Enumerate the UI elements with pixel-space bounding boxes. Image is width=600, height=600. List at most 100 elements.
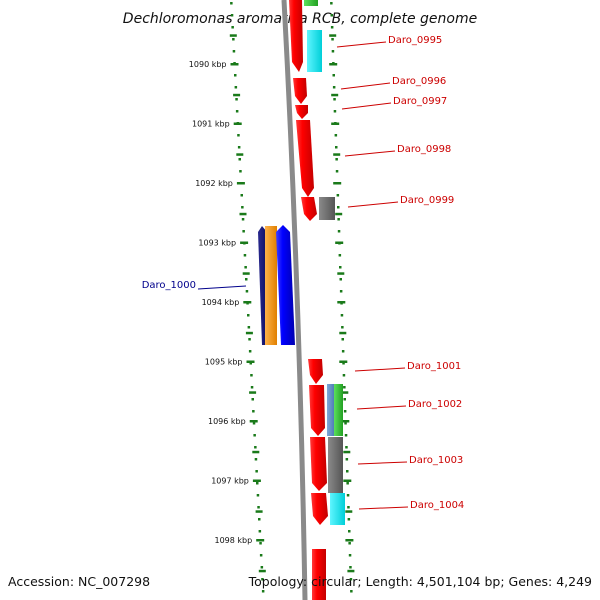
gene-arrow-daro-1002 (309, 385, 325, 436)
mid-tick-dash (236, 153, 244, 156)
gene-leader-line (354, 367, 406, 372)
mid-tick-dash (249, 391, 257, 394)
minor-tick-dot (341, 338, 344, 341)
minor-tick-dot (243, 254, 247, 257)
gene-feature-steel (327, 384, 335, 436)
minor-tick-dot (343, 398, 346, 401)
minor-tick-dot (350, 590, 353, 593)
minor-tick-dot (343, 386, 346, 389)
minor-tick-dot (232, 38, 235, 41)
minor-tick-dot (242, 230, 245, 233)
minor-tick-dot (349, 578, 353, 581)
gene-leader-line (197, 285, 247, 290)
mid-tick-dash (345, 510, 353, 513)
minor-tick-dot (335, 170, 339, 173)
minor-tick-dot (339, 278, 342, 281)
minor-tick-dot (337, 218, 340, 221)
gene-leader-line (340, 82, 391, 90)
genome-backbone (281, 0, 308, 600)
gene-label[interactable]: Daro_0996 (392, 76, 446, 87)
mid-tick-dash (329, 34, 337, 37)
minor-tick-dot (255, 470, 258, 473)
mid-tick-dash (347, 569, 355, 573)
minor-tick-dot (349, 566, 352, 569)
gene-arrow-daro-1000 (276, 225, 295, 345)
minor-tick-dot (345, 458, 349, 461)
gene-feature-orange (265, 226, 277, 345)
minor-tick-dot (261, 578, 264, 581)
minor-tick-dot (256, 482, 259, 485)
major-tick-dash (243, 301, 252, 304)
mid-tick-dash (252, 450, 260, 454)
minor-tick-dot (330, 26, 334, 29)
gene-label[interactable]: Daro_0995 (388, 35, 442, 46)
tick-label: 1093 kbp (198, 239, 236, 248)
major-tick-dash-outer (345, 539, 354, 542)
gene-label[interactable]: Daro_0998 (397, 144, 451, 155)
major-tick-dash (249, 420, 258, 423)
minor-tick-dot (234, 86, 238, 89)
minor-tick-dot (256, 494, 260, 497)
gene-label[interactable]: Daro_1003 (409, 455, 463, 466)
major-tick-dash-outer (337, 301, 346, 304)
mid-tick-dash (337, 272, 345, 275)
minor-tick-dot (240, 194, 243, 197)
tick-ring: 1090 kbp 1091 kbp 1092 kbp 1093 kbp 1094 kbp… (189, 2, 355, 593)
gene-label[interactable]: Daro_1001 (407, 361, 461, 372)
mid-tick-dash (229, 34, 237, 37)
tick-label: 1096 kbp (208, 417, 246, 426)
tick-label: 1095 kbp (205, 358, 243, 367)
gene-label[interactable]: Daro_1000 (142, 280, 196, 291)
minor-tick-dot (332, 86, 336, 89)
gene-leader-line (344, 150, 396, 157)
major-tick-dash-outer (339, 360, 348, 363)
major-tick-dash (252, 479, 261, 482)
gene-feature-green (304, 0, 318, 6)
gene-leader-line (336, 41, 387, 48)
mid-tick-dash (242, 272, 250, 275)
minor-tick-dot (330, 2, 333, 5)
mid-tick-dash (233, 93, 241, 97)
minor-tick-dot (254, 458, 258, 461)
minor-tick-dot (331, 50, 335, 53)
gene-label[interactable]: Daro_1004 (410, 500, 464, 511)
tick-label: 1097 kbp (211, 477, 249, 486)
minor-tick-dot (344, 422, 347, 425)
minor-tick-dot (342, 362, 345, 365)
gene-feature-cyan-2 (330, 493, 345, 525)
gene-label[interactable]: Daro_1002 (408, 399, 462, 410)
gene-feature-green-2 (334, 384, 343, 436)
major-tick-dash-outer (331, 122, 340, 125)
minor-tick-dot (333, 110, 337, 113)
minor-tick-dot (346, 494, 350, 497)
minor-tick-dot (251, 398, 254, 401)
mid-tick-dash (239, 212, 247, 216)
gene-label-layer: Daro_0995 Daro_0996 Daro_0997 Daro_0998 Daro… (142, 35, 465, 511)
gene-label[interactable]: Daro_0997 (393, 96, 447, 107)
minor-tick-dot (333, 98, 336, 101)
mid-tick-dash (255, 510, 263, 513)
major-tick-dash-outer (329, 63, 338, 66)
gene-label[interactable]: Daro_0999 (400, 195, 454, 206)
topology-text: Topology: circular; Length: 4,501,104 bp… (248, 574, 592, 589)
minor-tick-dot (348, 554, 352, 557)
minor-tick-dot (341, 350, 345, 353)
minor-tick-dot (338, 254, 342, 257)
gene-feature-red-bottom (312, 549, 326, 600)
mid-tick-dash (245, 331, 253, 335)
minor-tick-dot (348, 542, 351, 545)
minor-tick-dot (343, 410, 347, 413)
minor-tick-dot (244, 266, 247, 269)
minor-tick-dot (261, 590, 265, 593)
gene-arrow-daro-1003 (310, 437, 327, 491)
gene-feature-gray-2 (328, 437, 343, 493)
tick-label: 1092 kbp (195, 179, 233, 188)
gene-feature-cyan (307, 30, 322, 72)
minor-tick-dot (241, 206, 244, 209)
mid-tick-dash (343, 450, 351, 454)
minor-tick-dot (336, 194, 340, 197)
gene-leader-line (356, 405, 407, 410)
minor-tick-dot (248, 350, 252, 353)
minor-tick-dot (347, 506, 350, 509)
minor-tick-dot (232, 50, 236, 53)
